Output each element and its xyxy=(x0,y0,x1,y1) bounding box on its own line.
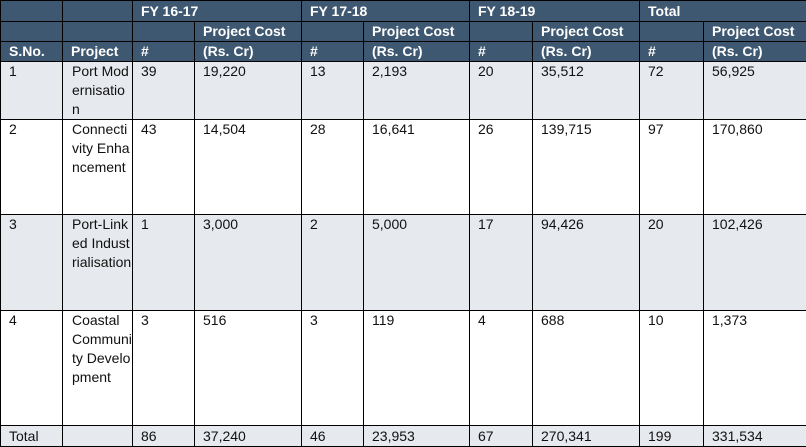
row-project: Port-Linked Industrialisation xyxy=(63,215,133,311)
row-cost: 35,512 xyxy=(533,62,640,120)
total-cost: 270,341 xyxy=(533,426,640,447)
table-row: 1 Port Modernisation 39 19,220 13 2,193 … xyxy=(1,62,806,120)
total-count: 67 xyxy=(470,426,533,447)
header-row-cost-line1: Project Cost Project Cost Project Cost P… xyxy=(1,22,806,42)
row-count: 20 xyxy=(640,215,704,311)
table-row: 2 Connectivity Enhancement 43 14,504 28 … xyxy=(1,120,806,215)
row-count: 3 xyxy=(133,311,195,426)
row-cost: 170,860 xyxy=(704,120,806,215)
row-sno: 2 xyxy=(1,120,63,215)
row-count: 2 xyxy=(302,215,364,311)
row-sno: 3 xyxy=(1,215,63,311)
total-cost: 37,240 xyxy=(195,426,302,447)
row-sno: 1 xyxy=(1,62,63,120)
row-count: 28 xyxy=(302,120,364,215)
row-cost: 119 xyxy=(364,311,470,426)
row-cost: 94,426 xyxy=(533,215,640,311)
header-cost-label: Project Cost xyxy=(195,22,302,42)
total-label: Total xyxy=(1,426,63,447)
header-cost-unit: (Rs. Cr) xyxy=(195,42,302,62)
header-cost-label: Project Cost xyxy=(704,22,806,42)
header-period-fy17-18: FY 17-18 xyxy=(302,1,470,22)
header-row-columns: S.No. Project # (Rs. Cr) # (Rs. Cr) # (R… xyxy=(1,42,806,62)
row-cost: 16,641 xyxy=(364,120,470,215)
row-cost: 5,000 xyxy=(364,215,470,311)
total-count: 46 xyxy=(302,426,364,447)
row-cost: 3,000 xyxy=(195,215,302,311)
row-cost: 688 xyxy=(533,311,640,426)
row-cost: 19,220 xyxy=(195,62,302,120)
row-count: 72 xyxy=(640,62,704,120)
row-count: 13 xyxy=(302,62,364,120)
header-count: # xyxy=(302,42,364,62)
row-project: Port Modernisation xyxy=(63,62,133,120)
row-count: 3 xyxy=(302,311,364,426)
total-count: 199 xyxy=(640,426,704,447)
header-blank-cell xyxy=(63,22,133,42)
row-sno: 4 xyxy=(1,311,63,426)
header-count: # xyxy=(470,42,533,62)
row-count: 10 xyxy=(640,311,704,426)
row-cost: 14,504 xyxy=(195,120,302,215)
total-row: Total 86 37,240 46 23,953 67 270,341 199… xyxy=(1,426,806,447)
header-blank-cell xyxy=(302,22,364,42)
row-count: 20 xyxy=(470,62,533,120)
row-count: 97 xyxy=(640,120,704,215)
row-project: Coastal Community Development xyxy=(63,311,133,426)
row-cost: 516 xyxy=(195,311,302,426)
header-cost-unit: (Rs. Cr) xyxy=(533,42,640,62)
total-cost: 23,953 xyxy=(364,426,470,447)
row-count: 4 xyxy=(470,311,533,426)
row-cost: 102,426 xyxy=(704,215,806,311)
header-cost-label: Project Cost xyxy=(533,22,640,42)
header-blank-cell xyxy=(63,1,133,22)
header-count: # xyxy=(640,42,704,62)
row-count: 43 xyxy=(133,120,195,215)
row-cost: 56,925 xyxy=(704,62,806,120)
table-row: 4 Coastal Community Development 3 516 3 … xyxy=(1,311,806,426)
header-count: # xyxy=(133,42,195,62)
total-count: 86 xyxy=(133,426,195,447)
header-cost-label: Project Cost xyxy=(364,22,470,42)
row-cost: 2,193 xyxy=(364,62,470,120)
header-blank-cell xyxy=(133,22,195,42)
row-count: 26 xyxy=(470,120,533,215)
total-cost: 331,534 xyxy=(704,426,806,447)
header-period-fy18-19: FY 18-19 xyxy=(470,1,640,22)
header-blank-cell xyxy=(640,22,704,42)
table-row: 3 Port-Linked Industrialisation 1 3,000 … xyxy=(1,215,806,311)
header-cost-unit: (Rs. Cr) xyxy=(704,42,806,62)
row-count: 1 xyxy=(133,215,195,311)
header-blank-cell xyxy=(1,1,63,22)
header-project: Project xyxy=(63,42,133,62)
total-project-blank xyxy=(63,426,133,447)
row-count: 17 xyxy=(470,215,533,311)
header-blank-cell xyxy=(470,22,533,42)
header-sno: S.No. xyxy=(1,42,63,62)
row-cost: 139,715 xyxy=(533,120,640,215)
header-blank-cell xyxy=(1,22,63,42)
header-period-total: Total xyxy=(640,1,806,22)
header-period-fy16-17: FY 16-17 xyxy=(133,1,302,22)
row-cost: 1,373 xyxy=(704,311,806,426)
header-cost-unit: (Rs. Cr) xyxy=(364,42,470,62)
row-project: Connectivity Enhancement xyxy=(63,120,133,215)
header-row-periods: FY 16-17 FY 17-18 FY 18-19 Total xyxy=(1,1,806,22)
row-count: 39 xyxy=(133,62,195,120)
